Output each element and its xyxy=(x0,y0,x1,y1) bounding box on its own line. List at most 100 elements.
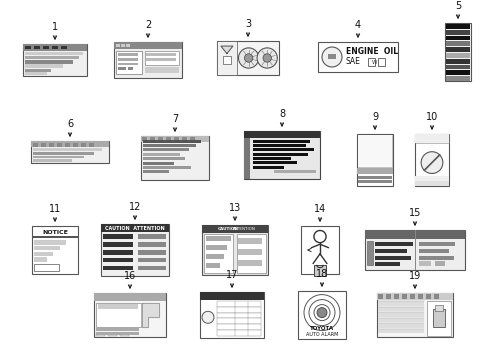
Bar xyxy=(94,293,166,337)
Bar xyxy=(419,249,449,253)
Bar xyxy=(446,24,470,29)
Bar xyxy=(375,249,407,253)
Bar xyxy=(200,292,264,300)
Bar xyxy=(378,323,424,328)
Text: 12: 12 xyxy=(129,202,141,212)
Bar xyxy=(120,333,129,336)
Bar xyxy=(238,248,262,255)
Bar xyxy=(33,156,84,158)
Bar xyxy=(419,256,454,260)
Bar xyxy=(386,294,391,299)
Bar xyxy=(65,143,70,147)
Text: AUTO ALARM: AUTO ALARM xyxy=(306,332,338,337)
Bar xyxy=(314,265,326,276)
Text: ATTENTION: ATTENTION xyxy=(233,227,256,231)
Bar xyxy=(419,261,431,266)
Bar xyxy=(25,64,63,68)
Circle shape xyxy=(263,54,271,62)
Bar xyxy=(96,332,139,335)
Bar xyxy=(103,234,133,239)
Bar xyxy=(127,67,133,70)
Bar xyxy=(415,230,416,270)
Bar xyxy=(375,262,400,266)
Bar xyxy=(417,136,424,142)
Bar xyxy=(158,137,163,141)
Bar xyxy=(25,52,83,55)
Bar xyxy=(138,242,166,247)
Bar xyxy=(25,56,79,59)
Bar xyxy=(253,144,306,147)
Bar xyxy=(253,140,310,143)
Circle shape xyxy=(245,54,253,62)
Bar xyxy=(328,54,336,59)
Bar xyxy=(217,313,261,319)
Bar xyxy=(142,137,147,141)
Bar xyxy=(23,44,87,51)
Bar xyxy=(378,58,385,66)
Bar xyxy=(25,60,73,63)
Text: 6: 6 xyxy=(67,119,73,129)
Bar xyxy=(121,44,125,47)
Bar xyxy=(217,301,261,307)
Bar xyxy=(34,46,40,49)
Bar xyxy=(435,305,443,311)
Bar xyxy=(146,53,176,56)
Circle shape xyxy=(202,311,214,323)
Bar xyxy=(253,157,291,160)
Bar xyxy=(375,256,411,260)
Polygon shape xyxy=(221,46,233,54)
Bar xyxy=(377,293,453,300)
Text: 19: 19 xyxy=(409,271,421,281)
Bar xyxy=(150,137,155,141)
Bar xyxy=(116,44,120,47)
Text: TOYOTA: TOYOTA xyxy=(310,326,334,331)
Bar xyxy=(31,141,109,163)
Bar xyxy=(217,319,261,324)
Bar xyxy=(94,293,166,301)
Bar xyxy=(34,252,53,256)
Bar xyxy=(206,245,227,250)
Bar xyxy=(434,294,439,299)
Bar xyxy=(49,143,54,147)
Bar xyxy=(378,318,424,322)
Bar xyxy=(427,301,451,336)
Bar xyxy=(365,230,465,239)
Bar xyxy=(253,166,284,169)
Bar xyxy=(61,46,67,49)
Bar xyxy=(274,170,316,173)
Bar xyxy=(253,153,308,156)
Bar xyxy=(200,292,264,338)
Bar xyxy=(253,161,297,165)
Bar xyxy=(357,134,393,186)
Bar xyxy=(217,330,261,336)
Text: 2: 2 xyxy=(145,20,151,30)
Circle shape xyxy=(317,307,327,318)
Bar xyxy=(202,225,268,233)
Bar xyxy=(143,170,169,174)
Bar xyxy=(34,246,60,250)
Text: 13: 13 xyxy=(229,203,241,213)
Circle shape xyxy=(421,152,443,174)
Bar xyxy=(378,294,383,299)
Bar xyxy=(446,64,470,69)
Bar xyxy=(81,143,86,147)
Bar xyxy=(96,303,141,327)
Bar xyxy=(378,329,424,333)
Bar xyxy=(446,30,470,35)
Bar xyxy=(445,23,471,81)
Bar xyxy=(446,41,470,46)
Bar xyxy=(32,236,78,238)
Bar xyxy=(143,144,196,147)
Bar xyxy=(368,58,375,66)
Bar xyxy=(206,263,220,268)
Bar xyxy=(298,291,346,339)
Bar xyxy=(98,304,138,309)
Bar xyxy=(146,58,176,62)
Bar xyxy=(433,309,445,327)
Bar xyxy=(301,226,339,274)
Bar xyxy=(446,71,470,75)
Bar xyxy=(32,226,78,274)
Bar xyxy=(318,42,398,72)
Text: SAE: SAE xyxy=(346,57,361,66)
Bar xyxy=(244,131,320,138)
